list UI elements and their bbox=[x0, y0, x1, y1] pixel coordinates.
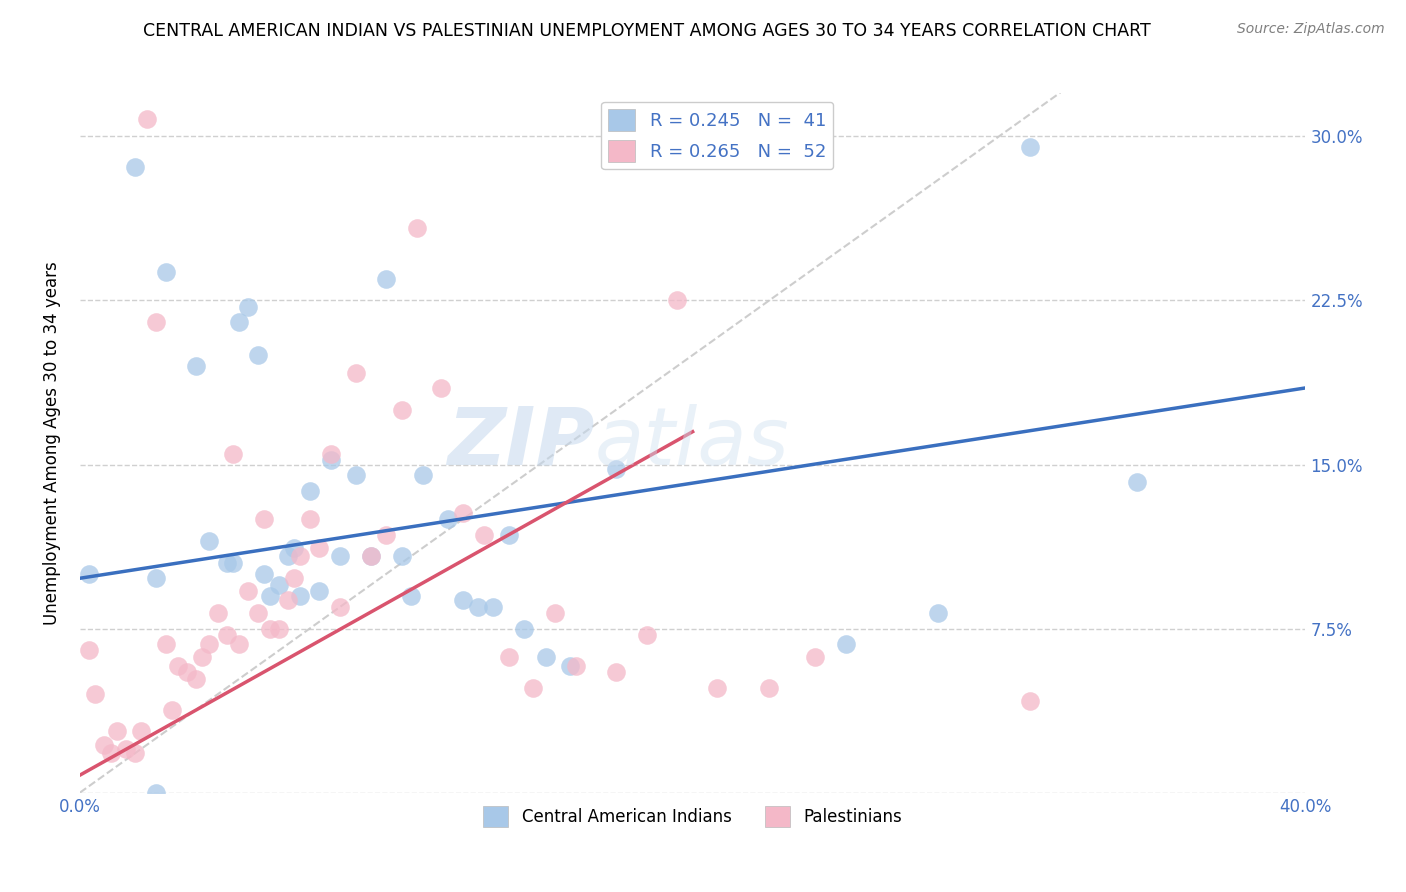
Point bbox=[228, 637, 250, 651]
Point bbox=[927, 607, 949, 621]
Point bbox=[84, 687, 107, 701]
Point bbox=[160, 702, 183, 716]
Point bbox=[472, 527, 495, 541]
Point bbox=[77, 566, 100, 581]
Text: ZIP: ZIP bbox=[447, 403, 595, 482]
Point bbox=[482, 599, 505, 614]
Point bbox=[360, 549, 382, 564]
Point bbox=[197, 534, 219, 549]
Point bbox=[375, 527, 398, 541]
Point bbox=[558, 658, 581, 673]
Point bbox=[246, 348, 269, 362]
Point bbox=[451, 506, 474, 520]
Point bbox=[360, 549, 382, 564]
Point bbox=[605, 665, 627, 680]
Point bbox=[391, 549, 413, 564]
Point bbox=[246, 607, 269, 621]
Point bbox=[197, 637, 219, 651]
Point bbox=[467, 599, 489, 614]
Point bbox=[430, 381, 453, 395]
Point bbox=[253, 566, 276, 581]
Y-axis label: Unemployment Among Ages 30 to 34 years: Unemployment Among Ages 30 to 34 years bbox=[44, 260, 60, 624]
Point bbox=[267, 622, 290, 636]
Text: CENTRAL AMERICAN INDIAN VS PALESTINIAN UNEMPLOYMENT AMONG AGES 30 TO 34 YEARS CO: CENTRAL AMERICAN INDIAN VS PALESTINIAN U… bbox=[143, 22, 1150, 40]
Point bbox=[228, 315, 250, 329]
Point bbox=[835, 637, 858, 651]
Point bbox=[406, 221, 429, 235]
Point bbox=[155, 265, 177, 279]
Point bbox=[344, 366, 367, 380]
Point bbox=[283, 541, 305, 555]
Point bbox=[259, 622, 281, 636]
Point bbox=[129, 724, 152, 739]
Point bbox=[283, 571, 305, 585]
Point bbox=[522, 681, 544, 695]
Point bbox=[145, 786, 167, 800]
Point bbox=[145, 571, 167, 585]
Point bbox=[191, 650, 214, 665]
Point bbox=[290, 549, 312, 564]
Point bbox=[77, 643, 100, 657]
Point bbox=[298, 512, 321, 526]
Point bbox=[565, 658, 588, 673]
Point bbox=[253, 512, 276, 526]
Legend: Central American Indians, Palestinians: Central American Indians, Palestinians bbox=[477, 799, 908, 833]
Point bbox=[308, 584, 330, 599]
Text: atlas: atlas bbox=[595, 403, 789, 482]
Point bbox=[186, 672, 208, 686]
Point bbox=[267, 578, 290, 592]
Point bbox=[176, 665, 198, 680]
Point bbox=[100, 746, 122, 760]
Point bbox=[277, 549, 299, 564]
Point bbox=[498, 650, 520, 665]
Point bbox=[391, 402, 413, 417]
Point bbox=[222, 446, 245, 460]
Point bbox=[145, 315, 167, 329]
Point bbox=[605, 462, 627, 476]
Point bbox=[1126, 475, 1149, 489]
Point bbox=[344, 468, 367, 483]
Point bbox=[215, 556, 238, 570]
Point bbox=[136, 112, 159, 126]
Point bbox=[1018, 140, 1040, 154]
Point bbox=[105, 724, 128, 739]
Point bbox=[308, 541, 330, 555]
Point bbox=[259, 589, 281, 603]
Point bbox=[186, 359, 208, 373]
Point bbox=[375, 271, 398, 285]
Point bbox=[238, 300, 260, 314]
Point bbox=[319, 453, 342, 467]
Point bbox=[124, 746, 146, 760]
Point bbox=[758, 681, 780, 695]
Point bbox=[207, 607, 229, 621]
Point bbox=[804, 650, 827, 665]
Point bbox=[114, 742, 136, 756]
Point bbox=[412, 468, 434, 483]
Point bbox=[436, 512, 458, 526]
Point bbox=[706, 681, 728, 695]
Text: Source: ZipAtlas.com: Source: ZipAtlas.com bbox=[1237, 22, 1385, 37]
Point bbox=[222, 556, 245, 570]
Point bbox=[534, 650, 557, 665]
Point bbox=[93, 738, 115, 752]
Point bbox=[298, 483, 321, 498]
Point bbox=[167, 658, 190, 673]
Point bbox=[544, 607, 567, 621]
Point bbox=[329, 549, 352, 564]
Point bbox=[399, 589, 422, 603]
Point bbox=[498, 527, 520, 541]
Point bbox=[238, 584, 260, 599]
Point bbox=[513, 622, 536, 636]
Point bbox=[124, 160, 146, 174]
Point bbox=[329, 599, 352, 614]
Point bbox=[290, 589, 312, 603]
Point bbox=[1018, 694, 1040, 708]
Point bbox=[451, 593, 474, 607]
Point bbox=[636, 628, 658, 642]
Point bbox=[277, 593, 299, 607]
Point bbox=[319, 446, 342, 460]
Point bbox=[666, 293, 689, 308]
Point bbox=[155, 637, 177, 651]
Point bbox=[215, 628, 238, 642]
